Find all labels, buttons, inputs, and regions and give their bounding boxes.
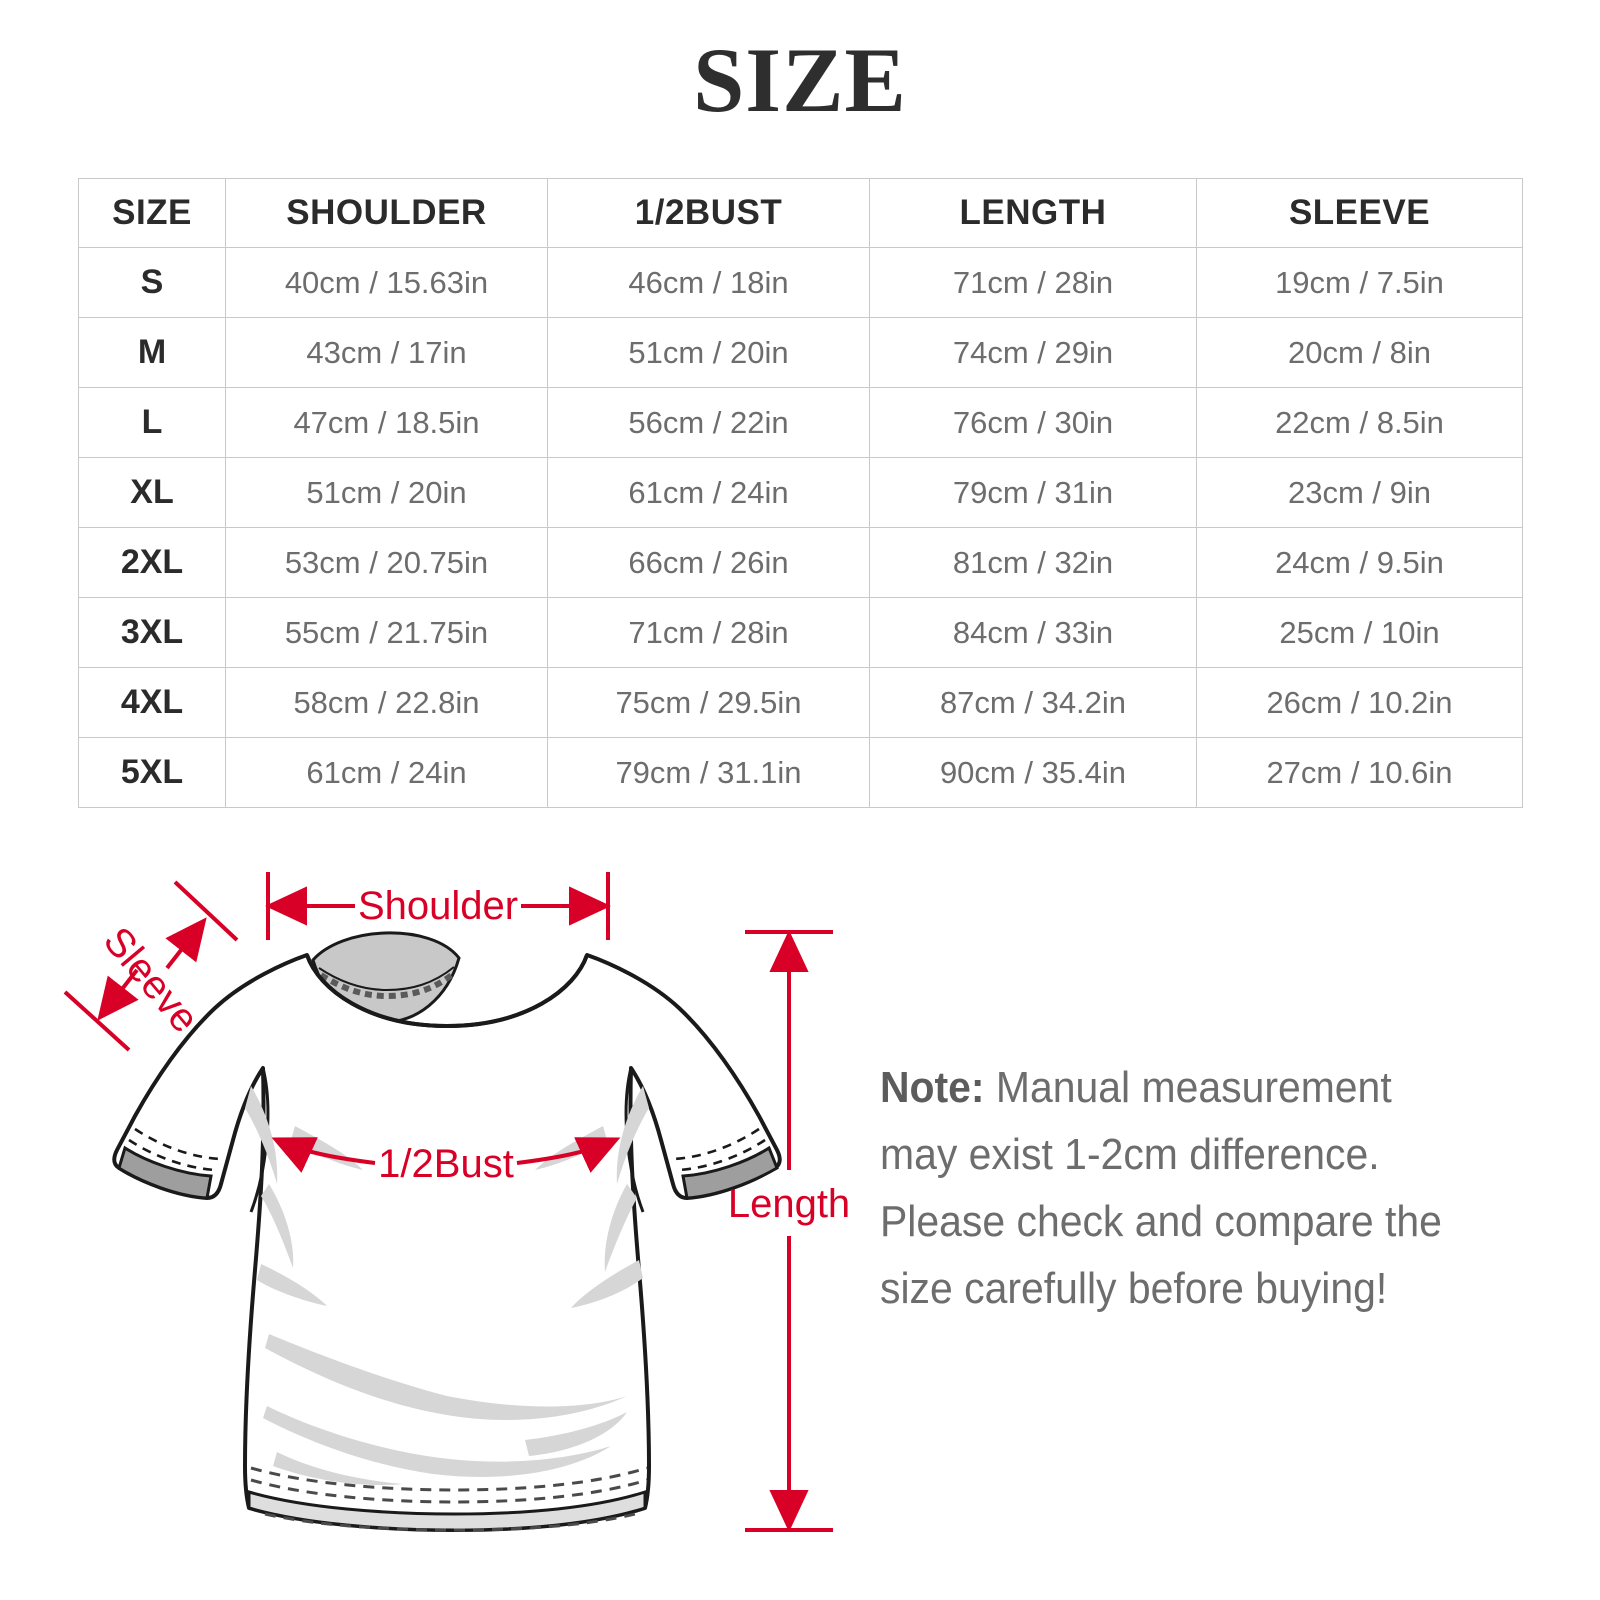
cell-bust: 79cm / 31.1in	[547, 737, 870, 808]
page-title: SIZE	[693, 29, 907, 131]
cell-size: 5XL	[78, 737, 226, 808]
table-row: S 40cm / 15.63in 46cm / 18in 71cm / 28in…	[78, 247, 1523, 318]
measurement-diagram: Shoulder Sleeve 1/2Bust Length	[0, 840, 1600, 1600]
column-header-length: LENGTH	[869, 178, 1197, 248]
left-cuff-stitch-1	[128, 1138, 216, 1172]
cell-size: L	[78, 387, 226, 458]
column-header-shoulder: SHOULDER	[225, 178, 548, 248]
sleeve-arrow-up	[165, 917, 207, 970]
tshirt-illustration	[112, 931, 782, 1532]
cell-size: 3XL	[78, 597, 226, 668]
table-row: 2XL 53cm / 20.75in 66cm / 26in 81cm / 32…	[78, 527, 1523, 598]
cell-shoulder: 55cm / 21.75in	[225, 597, 548, 668]
table-header-row: SIZE SHOULDER 1/2BUST LENGTH SLEEVE	[78, 178, 1523, 248]
table-row: XL 51cm / 20in 61cm / 24in 79cm / 31in 2…	[78, 457, 1523, 528]
left-cuff-lining	[117, 1145, 213, 1200]
table-row: 3XL 55cm / 21.75in 71cm / 28in 84cm / 33…	[78, 597, 1523, 668]
cell-size: 4XL	[78, 667, 226, 738]
cell-sleeve: 23cm / 9in	[1196, 457, 1523, 528]
bust-measure-annotation: 1/2Bust	[271, 1137, 621, 1186]
cell-bust: 66cm / 26in	[547, 527, 870, 598]
cell-sleeve: 24cm / 9.5in	[1196, 527, 1523, 598]
right-cuff-stitch-1	[678, 1138, 766, 1172]
cell-bust: 46cm / 18in	[547, 247, 870, 318]
cell-size: S	[78, 247, 226, 318]
size-chart-container: SIZE SHOULDER 1/2BUST LENGTH SLEEVE S 40…	[78, 178, 1523, 808]
cell-shoulder: 53cm / 20.75in	[225, 527, 548, 598]
cell-bust: 56cm / 22in	[547, 387, 870, 458]
shoulder-measure-annotation: Shoulder	[265, 872, 611, 940]
sleeve-tick-top	[173, 880, 239, 942]
cell-sleeve: 25cm / 10in	[1196, 597, 1523, 668]
cell-shoulder: 43cm / 17in	[225, 317, 548, 388]
cell-length: 87cm / 34.2in	[869, 667, 1197, 738]
right-cuff-lining	[681, 1145, 779, 1200]
cell-shoulder: 47cm / 18.5in	[225, 387, 548, 458]
column-header-size: SIZE	[78, 178, 226, 248]
hem-stitch-inner	[250, 1466, 648, 1492]
fabric-wrinkles	[245, 1086, 649, 1486]
cell-length: 76cm / 30in	[869, 387, 1197, 458]
cell-length: 74cm / 29in	[869, 317, 1197, 388]
cell-bust: 75cm / 29.5in	[547, 667, 870, 738]
hem-stitch-band	[264, 1512, 636, 1532]
cell-bust: 61cm / 24in	[547, 457, 870, 528]
shoulder-label: Shoulder	[358, 884, 518, 928]
cell-sleeve: 22cm / 8.5in	[1196, 387, 1523, 458]
bust-label: 1/2Bust	[378, 1142, 514, 1186]
cell-length: 84cm / 33in	[869, 597, 1197, 668]
column-header-bust: 1/2BUST	[547, 178, 870, 248]
bust-arrow-right	[516, 1137, 621, 1173]
hem-stitch-outer	[250, 1478, 648, 1504]
cell-size: XL	[78, 457, 226, 528]
size-chart-table: SIZE SHOULDER 1/2BUST LENGTH SLEEVE S 40…	[78, 178, 1523, 808]
cell-sleeve: 19cm / 7.5in	[1196, 247, 1523, 318]
cell-length: 79cm / 31in	[869, 457, 1197, 528]
cell-size: 2XL	[78, 527, 226, 598]
left-cuff-stitch-2	[134, 1127, 221, 1161]
bust-arrow-left	[271, 1137, 376, 1173]
length-label: Length	[728, 1182, 850, 1226]
table-row: M 43cm / 17in 51cm / 20in 74cm / 29in 20…	[78, 317, 1523, 388]
note-text: Note: Manual measurement may exist 1-2cm…	[880, 1055, 1475, 1323]
sleeve-tick-bottom	[63, 990, 131, 1052]
cell-sleeve: 26cm / 10.2in	[1196, 667, 1523, 738]
collar-outer	[305, 954, 589, 1029]
sleeve-arrow-down	[97, 968, 139, 1021]
cell-length: 81cm / 32in	[869, 527, 1197, 598]
table-row: 4XL 58cm / 22.8in 75cm / 29.5in 87cm / 3…	[78, 667, 1523, 738]
cell-bust: 71cm / 28in	[547, 597, 870, 668]
cell-length: 90cm / 35.4in	[869, 737, 1197, 808]
column-header-sleeve: SLEEVE	[1196, 178, 1523, 248]
table-row: 5XL 61cm / 24in 79cm / 31.1in 90cm / 35.…	[78, 737, 1523, 808]
collar-seam-line	[318, 966, 455, 992]
cell-sleeve: 27cm / 10.6in	[1196, 737, 1523, 808]
cell-size: M	[78, 317, 226, 388]
cell-length: 71cm / 28in	[869, 247, 1197, 318]
cell-shoulder: 61cm / 24in	[225, 737, 548, 808]
cell-shoulder: 40cm / 15.63in	[225, 247, 548, 318]
cell-shoulder: 58cm / 22.8in	[225, 667, 548, 738]
right-cuff-stitch-2	[673, 1127, 760, 1161]
tshirt-body	[112, 953, 782, 1532]
note-body: Manual measurement may exist 1-2cm diffe…	[880, 1063, 1442, 1313]
length-measure-annotation: Length	[728, 930, 850, 1532]
cell-shoulder: 51cm / 20in	[225, 457, 548, 528]
table-row: L 47cm / 18.5in 56cm / 22in 76cm / 30in …	[78, 387, 1523, 458]
cell-bust: 51cm / 20in	[547, 317, 870, 388]
note-prefix: Note:	[880, 1063, 985, 1112]
tshirt-diagram-svg: Shoulder Sleeve 1/2Bust Length	[63, 872, 850, 1532]
cell-sleeve: 20cm / 8in	[1196, 317, 1523, 388]
